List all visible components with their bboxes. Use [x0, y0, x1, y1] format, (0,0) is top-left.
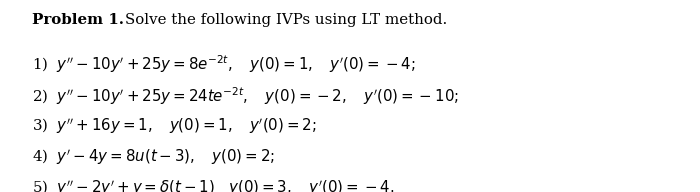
Text: 3)  $y'' + 16y = 1,$   $y(0) = 1,$   $y'(0) = 2;$: 3) $y'' + 16y = 1,$ $y(0) = 1,$ $y'(0) =… — [32, 116, 316, 136]
Text: Solve the following IVPs using LT method.: Solve the following IVPs using LT method… — [125, 13, 447, 27]
Text: 4)  $y' - 4y = 8u(t-3),$   $y(0) = 2;$: 4) $y' - 4y = 8u(t-3),$ $y(0) = 2;$ — [32, 147, 274, 167]
Text: 1)  $y'' - 10y' + 25y = 8e^{-2t},$   $y(0) = 1,$   $y'(0) = -4;$: 1) $y'' - 10y' + 25y = 8e^{-2t},$ $y(0) … — [32, 54, 415, 75]
Text: 2)  $y'' - 10y' + 25y = 24te^{-2t},$   $y(0) = -2,$   $y'(0) = -10;$: 2) $y'' - 10y' + 25y = 24te^{-2t},$ $y(0… — [32, 85, 458, 107]
Text: 5)  $y'' - 2y' + y = \delta(t-1)$   $y(0) = 3,$   $y'(0) = -4.$: 5) $y'' - 2y' + y = \delta(t-1)$ $y(0) =… — [32, 178, 393, 192]
Text: Problem 1.: Problem 1. — [32, 13, 123, 27]
